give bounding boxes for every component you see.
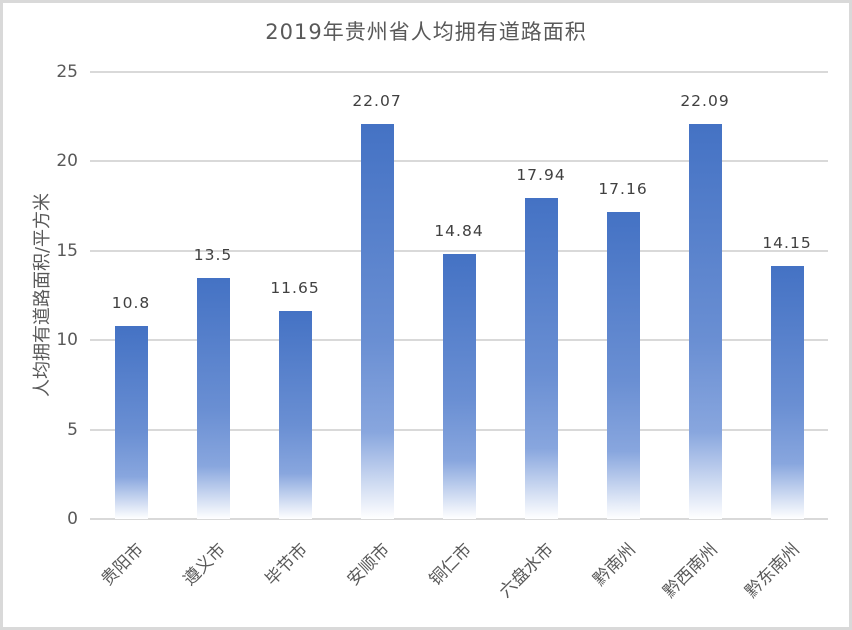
data-label: 22.07 xyxy=(352,92,402,111)
gridline xyxy=(90,71,828,73)
bar xyxy=(278,310,312,519)
bar xyxy=(524,198,558,519)
data-label: 11.65 xyxy=(270,278,320,297)
gridline xyxy=(90,249,828,252)
bar xyxy=(606,212,640,519)
data-label: 14.15 xyxy=(762,233,812,252)
plot-area: 10.8 13.5 11.65 22.07 14.84 17.94 17.16 22.09 14… xyxy=(90,71,828,520)
y-axis-label: 人均拥有道路面积/平方米 xyxy=(32,192,53,398)
gridline xyxy=(90,160,828,163)
data-label: 14.84 xyxy=(434,221,484,240)
bar xyxy=(360,124,394,519)
gridline xyxy=(90,518,828,520)
y-tick-label: 15 xyxy=(56,240,78,261)
bar xyxy=(770,266,804,519)
data-label: 10.8 xyxy=(111,293,151,312)
y-tick-label: 10 xyxy=(56,330,78,351)
chart-title: 2019年贵州省人均拥有道路面积 xyxy=(265,20,587,44)
y-tick-label: 5 xyxy=(67,419,78,440)
data-label: 13.5 xyxy=(193,245,233,264)
data-label: 17.94 xyxy=(516,166,566,185)
data-label: 22.09 xyxy=(680,92,730,111)
y-tick-label: 25 xyxy=(56,62,78,82)
bar xyxy=(196,277,230,519)
y-tick-label: 20 xyxy=(56,151,78,172)
bar xyxy=(688,124,722,519)
bar xyxy=(114,325,148,519)
data-label: 17.16 xyxy=(598,180,648,199)
y-tick-label: 0 xyxy=(67,509,78,529)
bar xyxy=(442,253,476,519)
